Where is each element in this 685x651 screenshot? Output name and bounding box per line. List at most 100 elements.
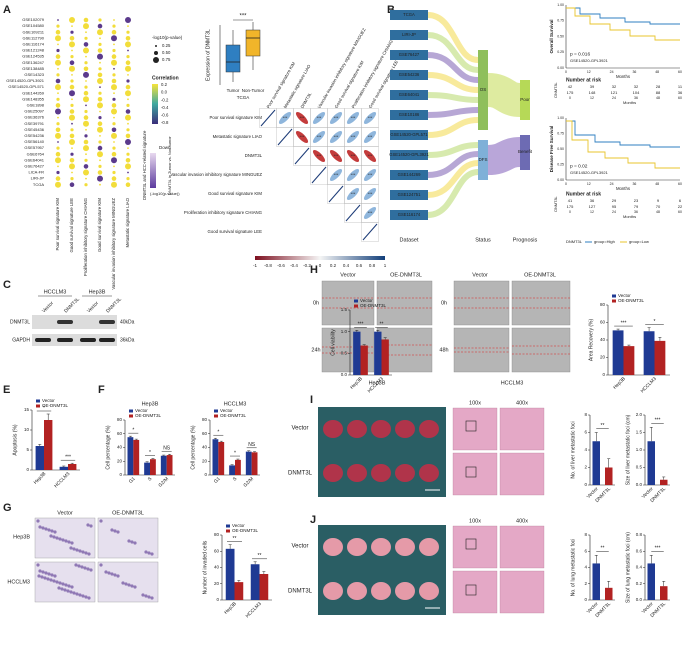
label: 0.50 [557, 147, 564, 151]
bar [68, 464, 77, 470]
label: Number at risk [566, 191, 601, 197]
y-tick-label: 20 [214, 581, 220, 586]
y-tick-label: 60 [117, 431, 123, 436]
dot [83, 17, 89, 23]
dot [112, 97, 116, 101]
y-tick-label: 4 [584, 447, 587, 452]
dot [126, 30, 130, 34]
y-tick-label: 40 [214, 565, 220, 570]
label: 36 [678, 90, 683, 95]
bar [250, 564, 260, 600]
label: *** [239, 14, 247, 20]
matrix-ellipse [312, 111, 326, 125]
organ [395, 538, 415, 556]
dataset-node [390, 90, 428, 100]
dot [97, 97, 103, 102]
dot [69, 133, 75, 139]
dot [57, 141, 59, 143]
label: Metastatic signature LIAO [213, 134, 263, 139]
dataset-node [390, 190, 428, 200]
dot [55, 108, 61, 115]
diagonal [294, 147, 310, 165]
label: 39 [590, 84, 595, 89]
legend-swatch [354, 299, 358, 303]
label: GSE10186 [399, 112, 420, 117]
dot [83, 139, 89, 145]
dot [71, 74, 73, 76]
dot [71, 171, 73, 174]
y-axis-label: Size of liver metastatic foci (cm) [625, 414, 631, 485]
organ [371, 464, 391, 482]
label: 60 [678, 210, 682, 214]
dot [70, 128, 74, 132]
dot [97, 121, 103, 126]
diagonal [311, 166, 327, 184]
cell-blob [38, 569, 42, 573]
dataset-label: GSE112790 [23, 35, 45, 40]
band [80, 338, 96, 342]
label: 32 [612, 84, 617, 89]
organ [419, 420, 439, 438]
label: -0.4 [161, 105, 169, 110]
label: 95 [612, 204, 617, 209]
label: -1 [253, 263, 257, 268]
x-tick-label: G1 [213, 476, 222, 485]
label: Months [623, 100, 636, 105]
matrix-ellipse [329, 168, 343, 182]
cell-blob [127, 583, 131, 587]
dot [70, 30, 74, 34]
legend-label: Vector [618, 293, 631, 298]
dot [99, 61, 101, 64]
legend-dot [155, 45, 157, 47]
inset-box [465, 466, 477, 478]
organ [347, 582, 367, 600]
histology [499, 525, 545, 569]
diagonal [277, 128, 293, 146]
bar [212, 439, 219, 475]
organ [347, 420, 367, 438]
bar [235, 459, 241, 475]
label: 24 [610, 70, 614, 74]
column-label: Metastatic signature LIAO [125, 197, 130, 247]
dot [57, 19, 59, 21]
sig-label: * [43, 405, 45, 411]
legend-label: Vector [42, 398, 55, 403]
cell-blob [52, 535, 56, 539]
label: 41 [568, 198, 573, 203]
dot [111, 35, 117, 42]
dot [70, 152, 74, 156]
label: -0.6 [161, 113, 169, 118]
dot [126, 55, 130, 59]
legend-label: OE-DNMT3L [618, 298, 644, 303]
organ [371, 538, 391, 556]
dot [71, 122, 73, 125]
legend-label: Vector [232, 523, 245, 528]
organ [347, 464, 367, 482]
dot [97, 78, 103, 84]
panel-letter: H [310, 264, 318, 276]
dot [127, 98, 129, 101]
bar [647, 441, 655, 485]
dot [55, 127, 61, 133]
dot [57, 116, 59, 119]
cell-blob [81, 594, 85, 598]
sig-label: ** [601, 423, 605, 429]
cell-blob [47, 528, 51, 532]
inset-box [465, 538, 477, 550]
label: 121 [611, 90, 618, 95]
photo [511, 327, 571, 373]
label: 0h [441, 300, 447, 306]
bar [225, 548, 235, 600]
dot [99, 86, 101, 88]
dataset-label: GSE64041 [24, 157, 44, 162]
label: -0.2 [161, 97, 169, 102]
label: Poor survival signature KIM [266, 61, 297, 109]
y-tick-label: 6 [584, 548, 587, 553]
flow [487, 137, 521, 175]
dataset-label: GSE121248 [22, 48, 45, 53]
dot [112, 170, 116, 175]
label: DNMT3L [63, 296, 81, 314]
dot [83, 47, 89, 54]
label: 12 [587, 182, 591, 186]
dot [111, 54, 117, 59]
